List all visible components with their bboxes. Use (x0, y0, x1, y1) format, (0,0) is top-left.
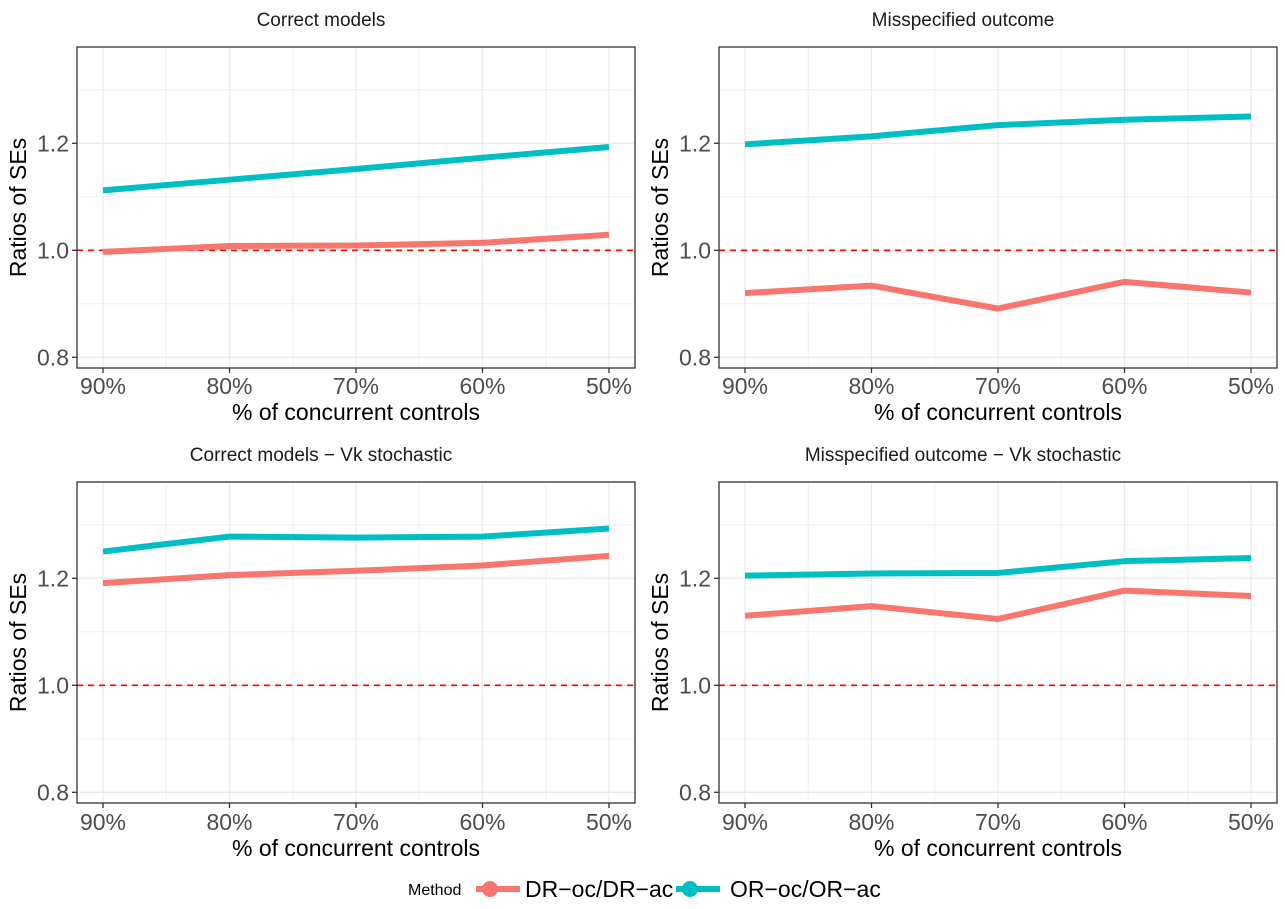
series-line-or (744, 113, 1252, 148)
x-axis-title: % of concurrent controls (232, 399, 480, 425)
x-axis-title: % of concurrent controls (874, 399, 1122, 425)
legend-item-dr: DR−oc/DR−ac (476, 876, 673, 902)
x-tick-label: 60% (459, 373, 505, 399)
y-axis-title: Ratios of SEs (5, 573, 31, 712)
x-tick-label: 50% (586, 373, 632, 399)
y-tick-label: 0.8 (37, 344, 69, 370)
panel-title: Correct models (257, 10, 386, 31)
legend-label: OR−oc/OR−ac (730, 876, 881, 902)
x-tick-label: 50% (586, 809, 632, 835)
series-line-dr (102, 231, 610, 255)
legend-key-point (482, 881, 498, 897)
panel-title: Correct models − Vk stochastic (190, 445, 452, 466)
x-tick-label: 60% (1101, 373, 1147, 399)
x-tick-label: 60% (1101, 809, 1147, 835)
series-line-or (102, 144, 610, 194)
y-tick-label: 1.2 (679, 565, 711, 591)
panel-2: 0.8 1.0 1.2 90% 80% 70% 60% 50% Misspecified out… (647, 10, 1278, 425)
y-tick-label: 1.0 (679, 672, 711, 698)
y-tick-label: 1.2 (37, 130, 69, 156)
y-tick-label: 1.2 (37, 565, 69, 591)
panel-title: Misspecified outcome − Vk stochastic (805, 445, 1121, 466)
x-tick-label: 50% (1228, 809, 1274, 835)
x-tick-label: 70% (333, 373, 379, 399)
legend-key-point (682, 881, 698, 897)
series-line-or (744, 554, 1252, 579)
x-tick-label: 90% (722, 373, 768, 399)
legend-title: Method (408, 882, 461, 899)
legend: Method DR−oc/DR−ac OR−oc/OR−ac (408, 876, 881, 902)
x-tick-label: 90% (722, 809, 768, 835)
series-line-or (102, 525, 610, 555)
y-tick-label: 1.0 (37, 237, 69, 263)
panel-3: 0.8 1.0 1.2 90% 80% 70% 60% 50% Correct models −… (5, 445, 636, 861)
x-tick-label: 80% (848, 373, 894, 399)
series-line-dr (102, 552, 610, 587)
x-tick-label: 60% (459, 809, 505, 835)
x-axis-title: % of concurrent controls (232, 835, 480, 861)
y-tick-label: 0.8 (679, 779, 711, 805)
x-tick-label: 70% (333, 809, 379, 835)
x-tick-label: 90% (80, 373, 126, 399)
x-tick-label: 80% (206, 373, 252, 399)
x-tick-label: 80% (848, 809, 894, 835)
x-tick-label: 90% (80, 809, 126, 835)
series-line-dr (744, 278, 1252, 312)
y-tick-label: 1.2 (679, 130, 711, 156)
x-tick-label: 50% (1228, 373, 1274, 399)
y-tick-label: 1.0 (679, 237, 711, 263)
y-axis-title: Ratios of SEs (647, 573, 673, 712)
panel-1: 0.8 1.0 1.2 90% 80% 70% 60% 50% Correct models % … (5, 10, 636, 425)
panel-4: 0.8 1.0 1.2 90% 80% 70% 60% 50% Misspecified out… (647, 445, 1278, 861)
series-line-dr (744, 587, 1252, 622)
y-axis-title: Ratios of SEs (647, 138, 673, 277)
x-tick-label: 80% (206, 809, 252, 835)
y-axis-title: Ratios of SEs (5, 138, 31, 277)
x-tick-label: 70% (975, 809, 1021, 835)
legend-item-or: OR−oc/OR−ac (676, 876, 881, 902)
panel-title: Misspecified outcome (872, 10, 1055, 31)
y-tick-label: 0.8 (679, 344, 711, 370)
legend-label: DR−oc/DR−ac (525, 876, 673, 902)
x-tick-label: 70% (975, 373, 1021, 399)
y-tick-label: 1.0 (37, 672, 69, 698)
x-axis-title: % of concurrent controls (874, 835, 1122, 861)
y-tick-label: 0.8 (37, 779, 69, 805)
